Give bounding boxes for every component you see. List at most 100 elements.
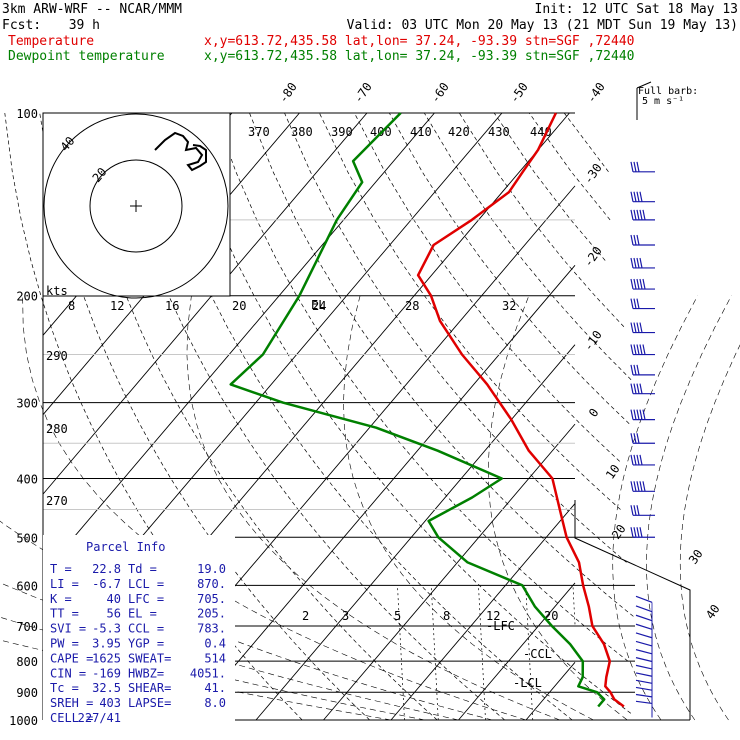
theta-label: 410 [410, 125, 432, 139]
lfc-label: -LFC [486, 619, 515, 633]
isotherm-line [525, 662, 576, 721]
parcel-info-cell: 8.0 [204, 696, 226, 710]
lcl-label: -LCL [513, 676, 542, 690]
wind-speed-scale: 8 12 16 20 24 28 32 [68, 299, 516, 313]
legend-temperature: Temperature [8, 34, 94, 49]
parcel-info-cell: 32.5 [92, 681, 121, 695]
isotherm-label-right: 0 [586, 406, 602, 420]
legend-dewpoint: Dewpoint temperature [8, 49, 165, 64]
pressure-label: 1000 [9, 714, 38, 728]
parcel-info-cell: SHEAR= [128, 681, 171, 695]
hodograph-trace [154, 131, 207, 172]
hodograph: 40 20 kts [42, 112, 231, 299]
parcel-info-cell: SWEAT= [128, 651, 171, 665]
mixing-ratio-label: 8 [443, 609, 450, 623]
parcel-info-cell: LFC = [128, 592, 164, 606]
isotherm-label-right: -20 [581, 244, 605, 270]
dry-adiabat [109, 112, 505, 721]
mixing-ratio-line [478, 585, 486, 721]
parcel-info-cell: CAPE = [50, 651, 93, 665]
wind-barb [630, 298, 655, 310]
isotherm-label-top: -50 [507, 80, 531, 106]
pressure-label: 200 [16, 290, 38, 304]
parcel-info-cell: CCL = [128, 622, 164, 636]
parcel-info-cell: 40 [107, 592, 121, 606]
isotherm-label-top: -70 [351, 80, 375, 106]
mixing-ratio-label: 3 [342, 609, 349, 623]
parcel-info-cell: EL = [128, 607, 157, 621]
wind-barb [630, 278, 655, 290]
wind-barb [630, 364, 655, 376]
isotherm-label-top: -60 [428, 80, 452, 106]
theta-label: 390 [331, 125, 353, 139]
el-label: EL [311, 298, 325, 312]
mixing-ratio-line [397, 585, 405, 721]
parcel-info-cell: Tc = [50, 681, 79, 695]
isotherm-line [390, 503, 576, 721]
valid-time: Valid: 03 UTC Mon 20 May 13 (21 MDT Sun … [347, 18, 738, 33]
isotherm-line [255, 344, 576, 721]
isotherm-label-top: -40 [584, 80, 608, 106]
parcel-info-cell: T = [50, 562, 72, 576]
barb-panel-frame [574, 500, 691, 720]
parcel-info-cell: CELL = [50, 711, 93, 725]
wind-barb [630, 527, 655, 538]
parcel-info-cell: PW = [50, 637, 79, 651]
parcel-info-cell: 783. [197, 622, 226, 636]
parcel-info-cell: CIN = [50, 666, 86, 680]
moist-adiabat [0, 582, 459, 721]
parcel-info-cell: HWBZ= [128, 666, 164, 680]
isotherm-line [323, 423, 576, 721]
dry-adiabat [74, 112, 438, 721]
parcel-info-panel: Parcel Info T = 22.8 Td = 19.0 LI = -6.7 LCL =… [43, 535, 235, 730]
wind-barb [630, 161, 655, 173]
parcel-info-cell: 870. [197, 577, 226, 591]
parcel-info-title: Parcel Info [86, 540, 165, 554]
wind-barb [630, 383, 655, 395]
isotherm-line [188, 265, 576, 721]
isotherm-label-right: 30 [686, 547, 706, 567]
wind-barb [630, 257, 655, 269]
wind-barb [635, 679, 653, 718]
wind-barb [630, 344, 655, 356]
ccl-label: -CCL [523, 647, 552, 661]
parcel-info-cell: 19.0 [197, 562, 226, 576]
wind-scale-tick: 12 [110, 299, 124, 313]
dry-adiabat [493, 112, 606, 261]
wind-barb [630, 409, 655, 421]
parcel-info-cell: 0.4 [204, 637, 226, 651]
theta-label: 380 [291, 125, 313, 139]
moist-adiabat [679, 344, 740, 721]
parcel-info-cell: LCL = [128, 577, 164, 591]
dry-adiabat [354, 112, 620, 462]
pressure-axis-labels: 100 200 300 400 500 600 700 800 900 1000 [9, 107, 38, 728]
mixing-ratio-line [430, 585, 439, 721]
mixing-ratio-label: 5 [394, 609, 401, 623]
barb-legend: Full barb: 5 m s⁻¹ [636, 81, 698, 120]
temperature-profile [416, 112, 625, 708]
isotherm-label-right: -30 [581, 161, 605, 187]
mixing-ratio-label: 2 [302, 609, 309, 623]
mixing-ratio-label: 12 [486, 609, 500, 623]
dewpoint-profile [229, 112, 606, 708]
moist-adiabat [646, 295, 732, 721]
wind-barb [630, 505, 655, 516]
parcel-info-cell: -169 [92, 666, 121, 680]
wind-barb [635, 700, 653, 718]
wind-barb [630, 454, 655, 466]
pressure-label: 600 [16, 579, 38, 593]
dry-adiabat [563, 112, 609, 173]
parcel-info-cell: LI = [50, 577, 79, 591]
pressure-label: 700 [16, 620, 38, 634]
theta-label: 430 [488, 125, 510, 139]
wind-barb [630, 191, 655, 203]
dry-adiabat [179, 112, 632, 714]
theta-label: 420 [448, 125, 470, 139]
dry-adiabat [144, 112, 573, 721]
wind-scale-tick: 24 [312, 299, 326, 313]
hodograph-ring-outer [43, 113, 229, 299]
parcel-info-cell: Td = [128, 562, 157, 576]
wind-barb [630, 322, 655, 334]
mixing-ratio-line [572, 585, 576, 625]
